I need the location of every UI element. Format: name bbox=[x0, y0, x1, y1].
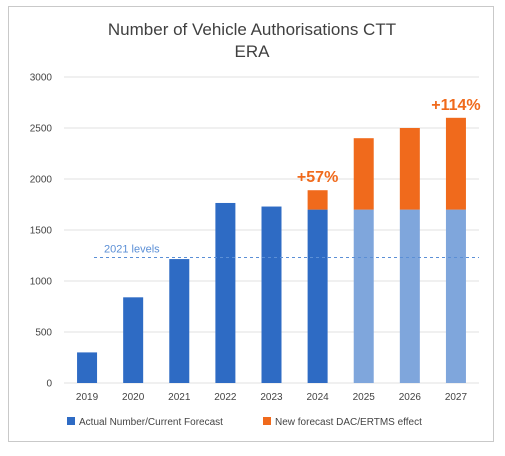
bar-forecast-2025 bbox=[353, 138, 374, 210]
x-tick-label: 2023 bbox=[260, 392, 283, 403]
y-tick-label: 3000 bbox=[30, 73, 53, 84]
bar-chart: 0 500 1000 1500 2000 2500 3000 2019 2020 2021 2022… bbox=[30, 73, 481, 429]
legend-label-forecast: New forecast DAC/ERTMS effect bbox=[275, 417, 422, 428]
legend-swatch-forecast bbox=[263, 417, 271, 425]
x-tick-label: 2020 bbox=[122, 392, 145, 403]
chart-frame: Number of Vehicle Authorisations CTT ERA… bbox=[8, 6, 494, 442]
bar-forecast-2026 bbox=[399, 128, 420, 210]
bar-actual-2022 bbox=[215, 202, 236, 383]
bar-actual-2025 bbox=[353, 209, 374, 383]
y-tick-label: 1000 bbox=[30, 277, 53, 288]
x-tick-label: 2021 bbox=[168, 392, 191, 403]
x-tick-label: 2025 bbox=[353, 392, 376, 403]
annotation-label: +114% bbox=[431, 97, 480, 114]
bar-actual-2026 bbox=[399, 209, 420, 383]
chart-subtitle: ERA bbox=[234, 42, 270, 61]
y-tick-label: 2500 bbox=[30, 124, 53, 135]
y-tick-label: 2000 bbox=[30, 175, 53, 186]
x-tick-label: 2027 bbox=[445, 392, 468, 403]
bar-actual-2020 bbox=[123, 297, 144, 383]
x-tick-label: 2024 bbox=[306, 392, 329, 403]
bar-forecast-2024 bbox=[307, 190, 328, 210]
x-tick-label: 2022 bbox=[214, 392, 237, 403]
bar-actual-2019 bbox=[77, 352, 98, 383]
bar-actual-2021 bbox=[169, 259, 190, 383]
chart-title: Number of Vehicle Authorisations CTT ERA bbox=[9, 19, 495, 63]
bar-forecast-2027 bbox=[445, 117, 466, 210]
bar-actual-2027 bbox=[445, 209, 466, 383]
legend-label-actual: Actual Number/Current Forecast bbox=[79, 417, 223, 428]
annotation-label: +57% bbox=[297, 169, 338, 186]
y-tick-label: 1500 bbox=[30, 226, 53, 237]
bar-actual-2023 bbox=[261, 206, 282, 383]
chart-title-line1: Number of Vehicle Authorisations CTT bbox=[107, 20, 397, 39]
y-tick-label: 0 bbox=[46, 379, 52, 390]
legend-swatch-actual bbox=[67, 417, 75, 425]
x-tick-label: 2019 bbox=[76, 392, 99, 403]
bar-actual-2024 bbox=[307, 209, 328, 383]
x-tick-label: 2026 bbox=[399, 392, 422, 403]
y-tick-label: 500 bbox=[35, 328, 52, 339]
reference-line-label: 2021 levels bbox=[104, 244, 160, 256]
